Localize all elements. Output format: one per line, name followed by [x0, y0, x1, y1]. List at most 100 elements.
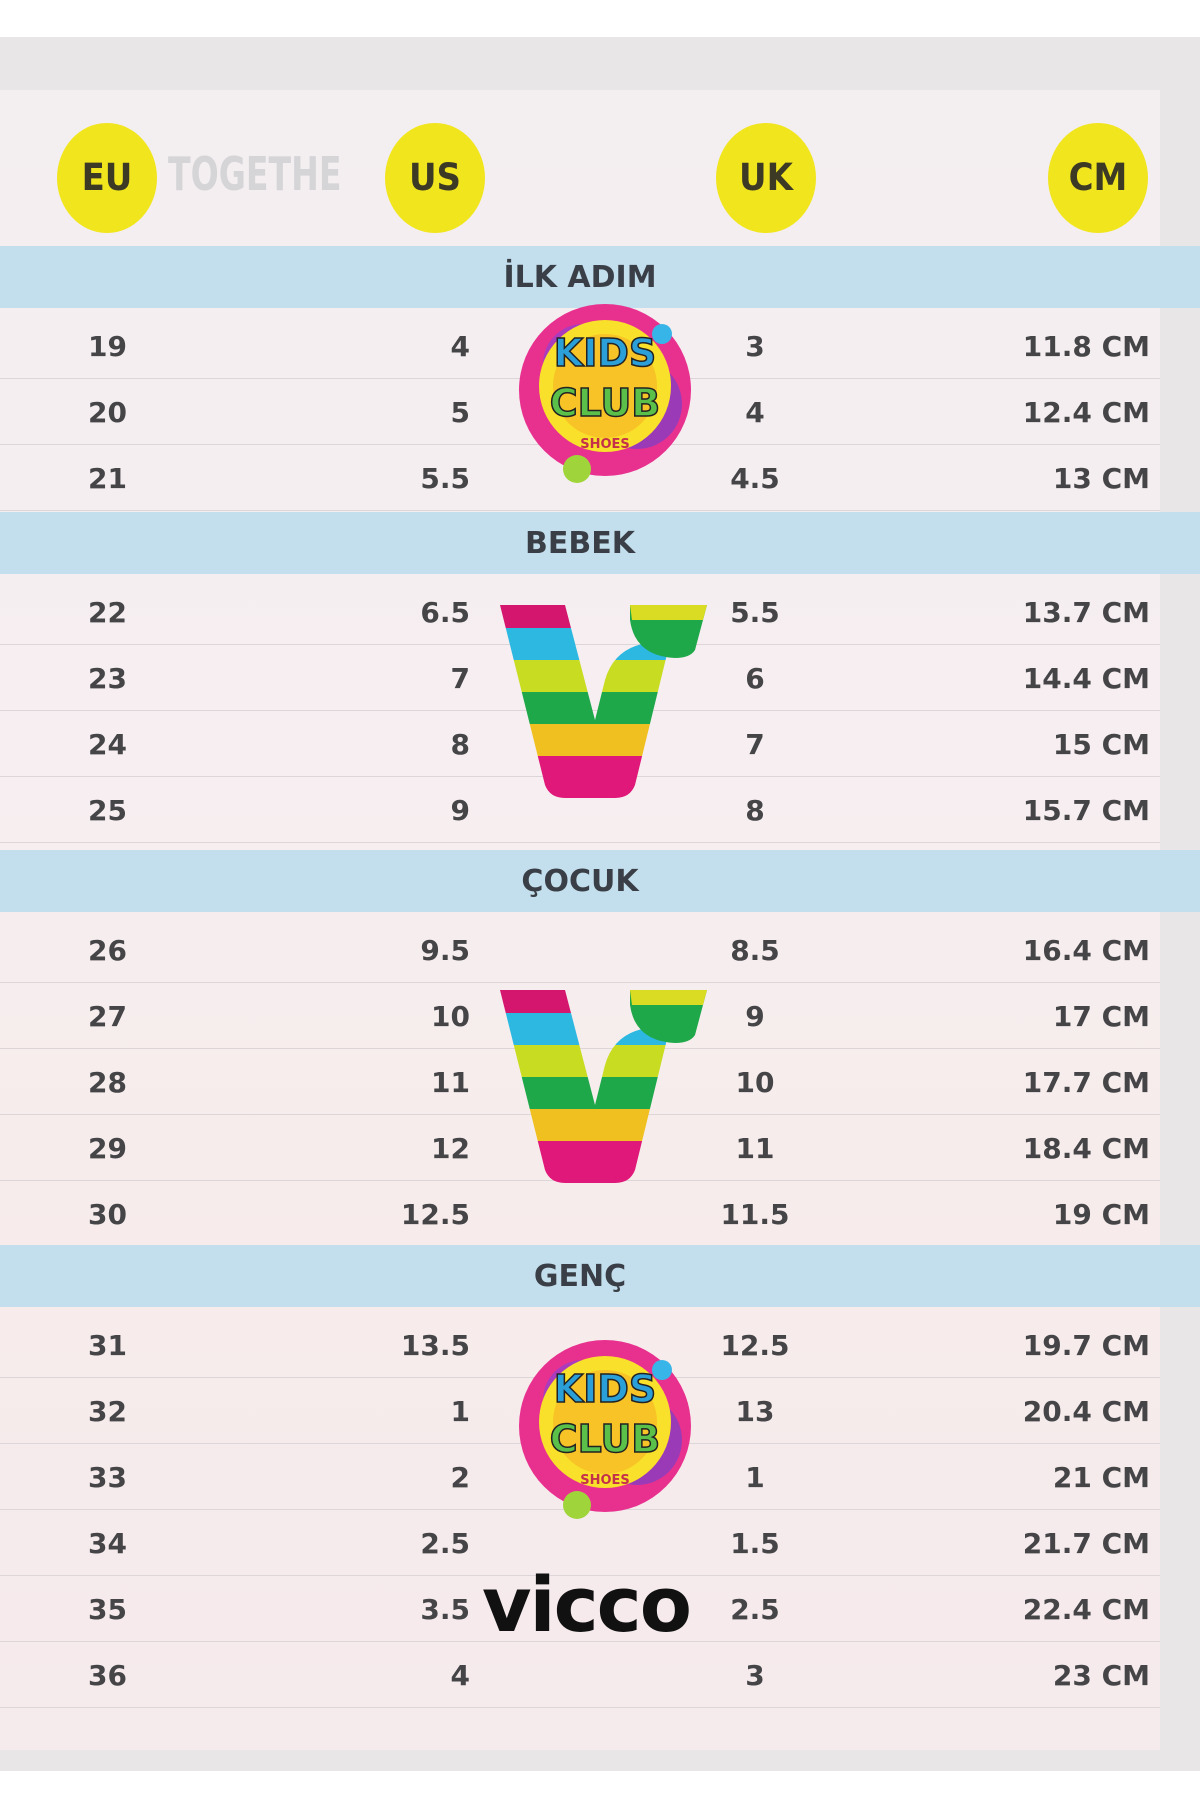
- cell-eu: 29: [88, 1132, 127, 1165]
- cell-cm: 11.8 CM: [1022, 330, 1150, 363]
- cell-eu: 35: [88, 1593, 127, 1626]
- table-row: 35 3.5 2.5 22.4 CM: [0, 1577, 1160, 1642]
- cell-cm: 15 CM: [1052, 728, 1150, 761]
- section-band: BEBEK: [0, 512, 1200, 574]
- cell-cm: 15.7 CM: [1022, 794, 1150, 827]
- cell-uk: 4: [745, 396, 765, 429]
- cell-cm: 22.4 CM: [1022, 1593, 1150, 1626]
- cell-us: 4: [450, 330, 470, 363]
- cell-eu: 30: [88, 1198, 127, 1231]
- cell-us: 11: [431, 1066, 470, 1099]
- cell-cm: 14.4 CM: [1022, 662, 1150, 695]
- cell-eu: 20: [88, 396, 127, 429]
- cell-uk: 3: [745, 1659, 765, 1692]
- kids-club-sub-text: SHOES: [580, 1473, 630, 1488]
- cell-uk: 4.5: [730, 462, 780, 495]
- v-logo: [500, 990, 707, 1183]
- cell-us: 10: [431, 1000, 470, 1033]
- table-row: 22 6.5 5.5 13.7 CM: [0, 580, 1160, 645]
- cell-cm: 20.4 CM: [1022, 1395, 1150, 1428]
- cell-eu: 33: [88, 1461, 127, 1494]
- cell-uk: 8: [745, 794, 765, 827]
- table-row: 36 4 3 23 CM: [0, 1643, 1160, 1708]
- cell-cm: 21 CM: [1052, 1461, 1150, 1494]
- cell-uk: 8.5: [730, 934, 780, 967]
- cell-uk: 1.5: [730, 1527, 780, 1560]
- cell-eu: 26: [88, 934, 127, 967]
- background-text: TOGETHE: [168, 147, 342, 201]
- section-title: İLK ADIM: [503, 260, 657, 295]
- cell-us: 9.5: [420, 934, 470, 967]
- table-row: 21 5.5 4.5 13 CM: [0, 446, 1160, 511]
- cell-uk: 9: [745, 1000, 765, 1033]
- cell-eu: 25: [88, 794, 127, 827]
- cell-uk: 10: [735, 1066, 775, 1099]
- cell-us: 8: [450, 728, 470, 761]
- cell-us: 5.5: [420, 462, 470, 495]
- cell-uk: 7: [745, 728, 765, 761]
- cell-cm: 23 CM: [1052, 1659, 1150, 1692]
- cell-eu: 23: [88, 662, 127, 695]
- table-row: 28 11 10 17.7 CM: [0, 1050, 1160, 1115]
- cell-us: 1: [450, 1395, 470, 1428]
- section-band: GENÇ: [0, 1245, 1200, 1307]
- cell-uk: 3: [745, 330, 765, 363]
- cell-us: 6.5: [420, 596, 470, 629]
- cell-cm: 13 CM: [1052, 462, 1150, 495]
- cell-eu: 28: [88, 1066, 127, 1099]
- section-title: BEBEK: [525, 526, 635, 561]
- cell-eu: 34: [88, 1527, 127, 1560]
- section-band: ÇOCUK: [0, 850, 1200, 912]
- cell-eu: 27: [88, 1000, 127, 1033]
- cell-eu: 31: [88, 1329, 127, 1362]
- table-row: 32 1 13 20.4 CM: [0, 1379, 1160, 1444]
- cell-us: 4: [450, 1659, 470, 1692]
- cell-uk: 11.5: [720, 1198, 790, 1231]
- cell-uk: 1: [745, 1461, 765, 1494]
- cell-uk: 11: [735, 1132, 775, 1165]
- cell-cm: 17.7 CM: [1022, 1066, 1150, 1099]
- cell-us: 13.5: [400, 1329, 470, 1362]
- kids-club-logo: KIDS CLUB SHOES: [519, 304, 691, 483]
- header-us: US: [385, 123, 485, 233]
- cell-cm: 12.4 CM: [1022, 396, 1150, 429]
- table-row: 26 9.5 8.5 16.4 CM: [0, 918, 1160, 983]
- cell-uk: 5.5: [730, 596, 780, 629]
- kids-club-bottom-text: CLUB: [550, 1417, 661, 1461]
- table-row: 31 13.5 12.5 19.7 CM: [0, 1313, 1160, 1378]
- kids-club-sub-text: SHOES: [580, 437, 630, 452]
- table-row: 34 2.5 1.5 21.7 CM: [0, 1511, 1160, 1576]
- header-uk: UK: [716, 123, 816, 233]
- cell-eu: 22: [88, 596, 127, 629]
- cell-cm: 18.4 CM: [1022, 1132, 1150, 1165]
- table-row: 23 7 6 14.4 CM: [0, 646, 1160, 711]
- cell-us: 2.5: [420, 1527, 470, 1560]
- table-row: 30 12.5 11.5 19 CM: [0, 1182, 1160, 1247]
- cell-us: 12: [431, 1132, 470, 1165]
- cell-uk: 2.5: [730, 1593, 780, 1626]
- cell-cm: 13.7 CM: [1022, 596, 1150, 629]
- cell-cm: 19 CM: [1052, 1198, 1150, 1231]
- cell-us: 9: [450, 794, 470, 827]
- table-row: 25 9 8 15.7 CM: [0, 778, 1160, 843]
- kids-club-top-text: KIDS: [554, 331, 657, 375]
- cell-uk: 6: [745, 662, 765, 695]
- header-eu: EU: [57, 123, 157, 233]
- cell-us: 12.5: [400, 1198, 470, 1231]
- v-logo: [500, 605, 707, 798]
- cell-us: 5: [450, 396, 470, 429]
- section-title: GENÇ: [533, 1259, 627, 1294]
- cell-eu: 19: [88, 330, 127, 363]
- vicco-logo: vicco: [482, 1560, 692, 1649]
- cell-us: 2: [450, 1461, 470, 1494]
- cell-eu: 36: [88, 1659, 127, 1692]
- kids-club-top-text: KIDS: [554, 1367, 657, 1411]
- cell-cm: 21.7 CM: [1022, 1527, 1150, 1560]
- cell-uk: 13: [735, 1395, 775, 1428]
- kids-club-bottom-text: CLUB: [550, 381, 661, 425]
- cell-cm: 16.4 CM: [1022, 934, 1150, 967]
- cell-eu: 32: [88, 1395, 127, 1428]
- cell-cm: 19.7 CM: [1022, 1329, 1150, 1362]
- cell-eu: 24: [88, 728, 127, 761]
- cell-us: 7: [450, 662, 470, 695]
